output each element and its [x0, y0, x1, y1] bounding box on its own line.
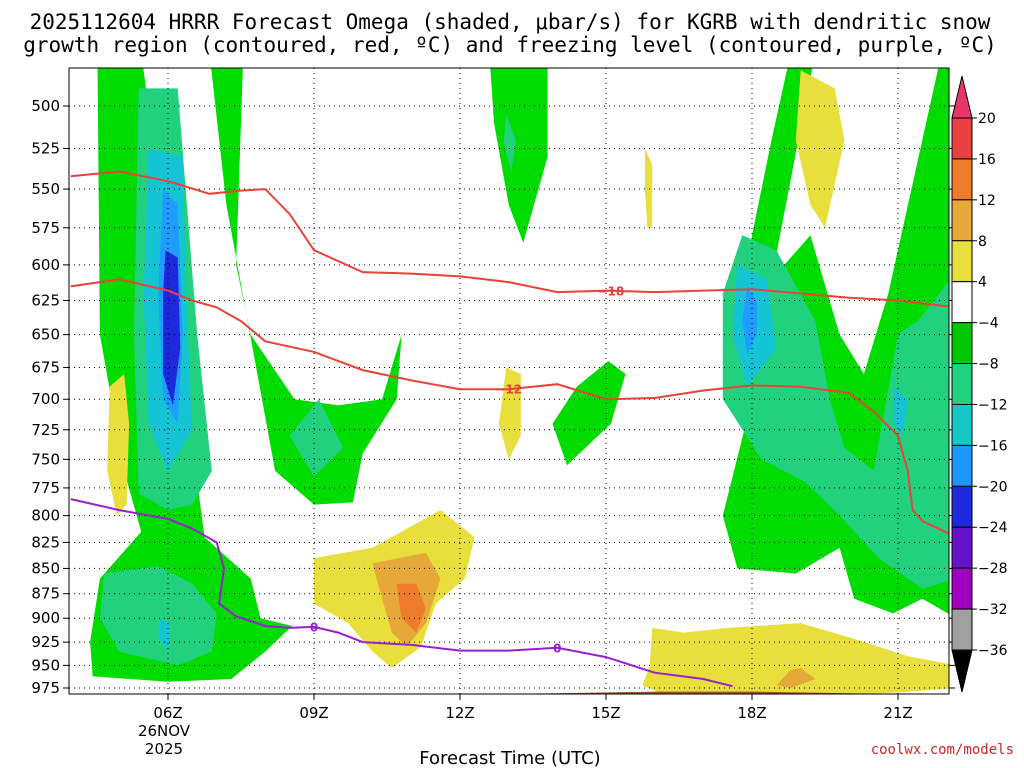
colorbar-segment [951, 240, 973, 283]
isotherm-minus18-line [70, 170, 949, 308]
contour-lines: −18 −12 0 0 [70, 170, 949, 688]
grid-lines [69, 68, 949, 694]
colorbar-segment [951, 158, 973, 201]
colorbar-segment [951, 199, 973, 242]
y-tick-label: 950 [31, 656, 60, 674]
colorbar: 20 16 12 8 4 −4 −8 −12 −16 −20 −24 −28 −32 −36 [951, 75, 1008, 693]
colorbar-segment [951, 567, 973, 610]
x-tick-label: 06Z [153, 704, 182, 722]
omega-region-yellow-lower [642, 623, 949, 694]
colorbar-segment [951, 117, 973, 160]
terrain-fill [69, 691, 949, 694]
colorbar-label: −8 [978, 357, 999, 373]
y-tick-label: 725 [31, 421, 60, 439]
x-tick-label: 12Z [445, 704, 474, 722]
omega-region-purple-06z [163, 250, 181, 406]
y-tick-label: 825 [31, 533, 60, 551]
freezing-level-line [70, 498, 733, 688]
chart-title-line1: 2025112604 HRRR Forecast Omega (shaded, … [30, 10, 991, 34]
y-tick-label: 525 [31, 140, 60, 158]
x-tick-label: 18Z [737, 704, 766, 722]
x-tick-label: 21Z [883, 704, 912, 722]
x-axis-label: Forecast Time (UTC) [419, 748, 600, 768]
omega-region-yellow-16z [644, 148, 653, 228]
colorbar-segment [951, 403, 973, 446]
y-tick-label: 775 [31, 479, 60, 497]
isotherm-minus12-line-label: −12 [495, 383, 522, 397]
omega-region-blue-lower [158, 618, 171, 652]
x-tick-year: 2025 [145, 740, 183, 758]
colorbar-label: 12 [978, 193, 996, 209]
y-tick-label: 750 [31, 450, 60, 468]
y-tick-label: 675 [31, 359, 60, 377]
plot-frame [68, 67, 950, 695]
colorbar-label: −24 [978, 520, 1008, 536]
omega-region-orange-lower [776, 668, 816, 688]
colorbar-label: −28 [978, 561, 1008, 577]
credit-text: coolwx.com/models [871, 742, 1014, 758]
colorbar-label: 16 [978, 152, 996, 168]
omega-region-teal-18z [722, 235, 949, 589]
freezing-level-line-label: 0 [310, 620, 318, 634]
omega-region-yellow-early [107, 374, 130, 516]
colorbar-segment [951, 485, 973, 528]
omega-region-green-13z-upper [490, 68, 548, 243]
y-tick-label: 700 [31, 390, 60, 408]
colorbar-bottom-triangle [951, 649, 973, 693]
omega-region-teal-13z [503, 114, 516, 174]
y-tick-label: 875 [31, 585, 60, 603]
colorbar-segment [951, 526, 973, 569]
omega-region-yellow-13z [498, 367, 521, 460]
terrain-layer [69, 691, 949, 694]
y-tick-label: 800 [31, 507, 60, 525]
y-tick-label: 850 [31, 559, 60, 577]
colorbar-segment [951, 444, 973, 487]
x-tick-label: 15Z [591, 704, 620, 722]
colorbar-label: 4 [978, 275, 987, 291]
y-tick-label: 575 [31, 219, 60, 237]
x-tick-label: 09Z [299, 704, 328, 722]
colorbar-segment [951, 281, 973, 324]
colorbar-label: −16 [978, 438, 1008, 454]
y-tick-label: 650 [31, 326, 60, 344]
plot-area: −18 −12 0 0 [69, 68, 949, 694]
omega-region-yellow-19z [795, 70, 845, 228]
isotherm-minus12-line [70, 278, 949, 535]
y-tick-label: 975 [31, 679, 60, 697]
omega-region-darkorange-10z [396, 583, 426, 633]
colorbar-label: −36 [978, 643, 1008, 659]
y-tick-label: 900 [31, 609, 60, 627]
y-tick-label: 500 [31, 97, 60, 115]
colorbar-label: 20 [978, 111, 996, 127]
y-tick-label: 550 [31, 180, 60, 198]
colorbar-segment [951, 608, 973, 651]
y-tick-label: 600 [31, 256, 60, 274]
omega-shading [90, 68, 949, 694]
y-axis: 500 525 550 575 600 625 650 675 700 725 750 775 800 8… [31, 97, 955, 697]
colorbar-segment [951, 363, 973, 405]
colorbar-label: −20 [978, 479, 1008, 495]
freezing-level-line-label-2: 0 [553, 641, 561, 655]
omega-region-teal-09z [289, 399, 344, 477]
isotherm-minus18-line-label: −18 [597, 284, 624, 298]
omega-region-navy-18z [742, 286, 757, 355]
x-tick-date: 26NOV [138, 722, 191, 740]
omega-region-teal-lower [99, 566, 217, 666]
colorbar-label: −12 [978, 397, 1008, 413]
omega-region-green-15z [552, 361, 626, 466]
colorbar-label: −4 [978, 316, 999, 332]
chart-title-line2: growth region (contoured, red, ºC) and f… [23, 33, 997, 57]
colorbar-label: −32 [978, 602, 1008, 618]
colorbar-segment [951, 322, 973, 365]
colorbar-label: 8 [978, 234, 987, 250]
y-tick-label: 925 [31, 633, 60, 651]
y-tick-label: 625 [31, 291, 60, 309]
